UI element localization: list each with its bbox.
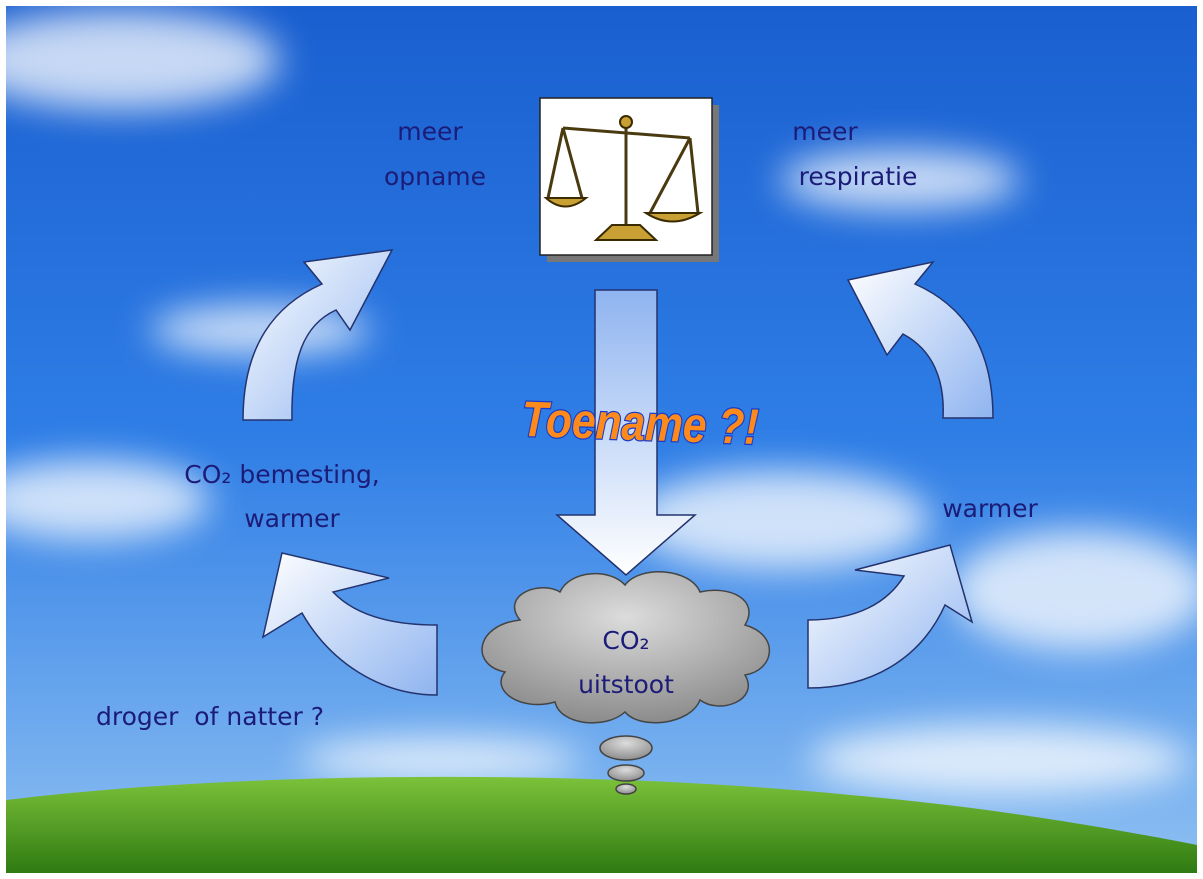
label: CO₂ [602, 626, 649, 655]
scale-picture [540, 98, 719, 262]
label: warmer [942, 494, 1038, 523]
label: CO₂ bemesting, [184, 460, 380, 489]
label: opname [384, 162, 486, 191]
label: droger of natter ? [96, 702, 324, 731]
label: uitstoot [578, 670, 674, 699]
label: meer [792, 117, 858, 146]
label: respiratie [799, 162, 918, 191]
label: meer [397, 117, 463, 146]
label: warmer [244, 504, 340, 533]
slide: meer opname meer respiratie CO₂ bemestin… [0, 0, 1203, 879]
banner: Toename ?! [521, 391, 760, 455]
